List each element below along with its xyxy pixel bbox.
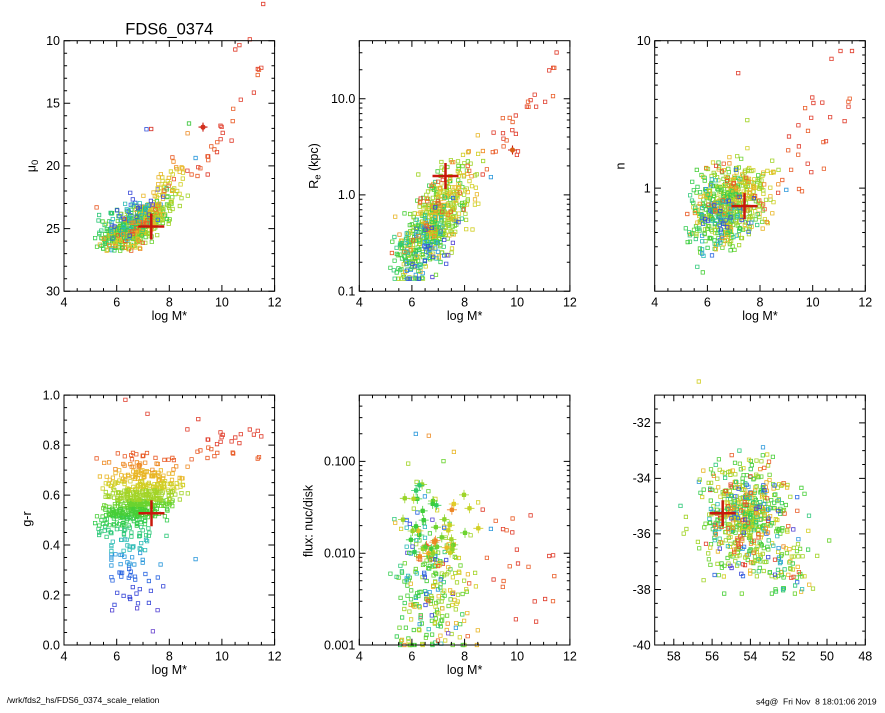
svg-text:4: 4	[61, 296, 68, 310]
svg-text:0.2: 0.2	[43, 588, 60, 602]
svg-text:50: 50	[820, 650, 834, 664]
svg-text:log M*: log M*	[447, 663, 483, 677]
svg-text:1: 1	[644, 181, 651, 195]
svg-text:10: 10	[510, 650, 524, 664]
svg-text:8: 8	[461, 296, 468, 310]
svg-text:48: 48	[858, 650, 872, 664]
svg-text:30: 30	[46, 285, 60, 299]
svg-text:4: 4	[356, 296, 363, 310]
svg-text:8: 8	[166, 650, 173, 664]
svg-text:-32: -32	[633, 416, 651, 430]
svg-text:0.6: 0.6	[43, 488, 60, 502]
svg-text:8: 8	[166, 296, 173, 310]
svg-text:6: 6	[113, 650, 120, 664]
svg-text:6: 6	[408, 650, 415, 664]
svg-text:6: 6	[113, 296, 120, 310]
svg-text:log M*: log M*	[152, 309, 188, 323]
svg-text:12: 12	[858, 296, 872, 310]
svg-text:8: 8	[757, 296, 764, 310]
svg-text:log M*: log M*	[742, 309, 778, 323]
svg-text:20: 20	[46, 159, 60, 173]
svg-text:flux: nuc/disk: flux: nuc/disk	[302, 484, 316, 557]
svg-text:-36: -36	[633, 527, 651, 541]
svg-text:4: 4	[651, 296, 658, 310]
svg-text:1.0: 1.0	[43, 388, 60, 402]
svg-text:10: 10	[215, 650, 229, 664]
svg-text:58: 58	[667, 650, 681, 664]
svg-text:10: 10	[46, 34, 60, 48]
svg-text:log M*: log M*	[447, 309, 483, 323]
svg-text:10: 10	[637, 34, 651, 48]
svg-text:0.010: 0.010	[324, 547, 355, 561]
svg-text:0.8: 0.8	[43, 438, 60, 452]
svg-text:-34: -34	[633, 472, 651, 486]
svg-text:10: 10	[215, 296, 229, 310]
svg-text:25: 25	[46, 222, 60, 236]
svg-text:12: 12	[268, 650, 282, 664]
svg-text:10: 10	[806, 296, 820, 310]
svg-text:/wrk/fds2_hs/FDS6_0374_scale_r: /wrk/fds2_hs/FDS6_0374_scale_relation	[7, 695, 160, 705]
svg-text:1.0: 1.0	[338, 188, 355, 202]
svg-text:-38: -38	[633, 583, 651, 597]
svg-text:10: 10	[510, 296, 524, 310]
svg-text:-40: -40	[633, 638, 651, 652]
svg-text:FDS6_0374: FDS6_0374	[125, 20, 213, 38]
svg-text:54: 54	[743, 650, 757, 664]
svg-text:0.001: 0.001	[324, 638, 355, 652]
svg-text:n: n	[614, 162, 628, 169]
svg-text:12: 12	[563, 650, 577, 664]
svg-text:15: 15	[46, 97, 60, 111]
svg-text:0.0: 0.0	[43, 638, 60, 652]
svg-text:4: 4	[61, 650, 68, 664]
svg-text:s4g@ Fri Nov 8 18:01:06 2019: s4g@ Fri Nov 8 18:01:06 2019	[756, 697, 877, 707]
svg-text:12: 12	[563, 296, 577, 310]
svg-text:log M*: log M*	[152, 663, 188, 677]
svg-text:0.1: 0.1	[338, 285, 355, 299]
svg-text:6: 6	[704, 296, 711, 310]
svg-text:4: 4	[356, 650, 363, 664]
svg-text:12: 12	[268, 296, 282, 310]
svg-text:56: 56	[705, 650, 719, 664]
svg-text:52: 52	[782, 650, 796, 664]
svg-text:8: 8	[461, 650, 468, 664]
svg-text:0.100: 0.100	[324, 455, 355, 469]
svg-text:0.4: 0.4	[43, 538, 60, 552]
svg-text:10.0: 10.0	[331, 92, 355, 106]
svg-text:g-r: g-r	[20, 511, 34, 526]
svg-text:6: 6	[408, 296, 415, 310]
